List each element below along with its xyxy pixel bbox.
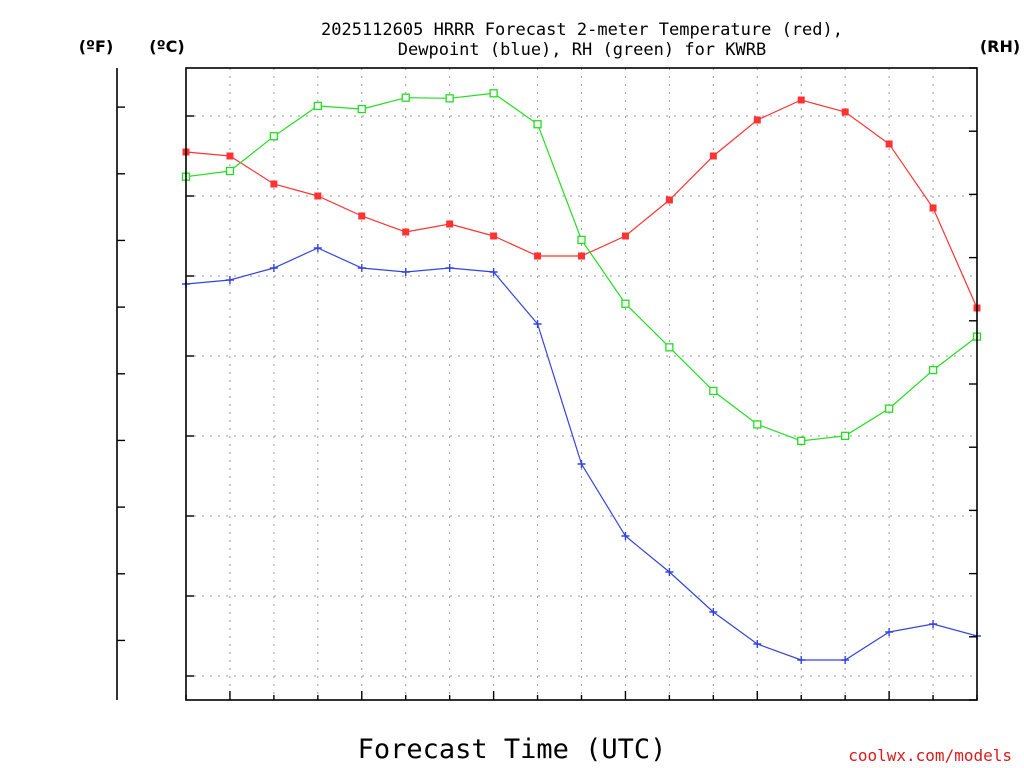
rh-point	[533, 120, 542, 129]
rh-point	[709, 386, 718, 396]
dewpoint-point	[533, 320, 542, 328]
rh-point	[269, 132, 279, 141]
dewpoint-point	[269, 264, 278, 272]
rh-point	[665, 343, 674, 352]
dewpoint-point	[841, 656, 850, 664]
rh-point	[884, 404, 894, 413]
temperature-point	[534, 252, 542, 260]
temperature-point	[753, 116, 761, 124]
credit-text: coolwx.com/models	[848, 746, 1012, 765]
rh-point	[621, 299, 630, 308]
temperature-point	[885, 140, 893, 148]
rh-point	[313, 101, 322, 111]
grid-lines	[186, 68, 977, 700]
series-layer	[181, 89, 982, 664]
dewpoint-point	[753, 640, 762, 648]
dewpoint-point	[313, 244, 322, 252]
temperature-point	[226, 152, 234, 160]
rh-point	[753, 420, 762, 429]
rh-point	[797, 436, 806, 446]
fahrenheit-unit-label: (ºF)	[79, 37, 114, 56]
rh-point	[928, 365, 938, 375]
dewpoint-point	[665, 568, 674, 576]
dewpoint-point	[489, 268, 498, 276]
temperature-point	[490, 232, 498, 240]
rh-point	[357, 104, 366, 114]
dewpoint-point	[225, 276, 234, 284]
temperature-point	[621, 232, 629, 240]
dewpoint-point	[929, 620, 938, 628]
temperature-point	[446, 220, 454, 228]
temperature-point	[841, 108, 849, 116]
temperature-point	[578, 252, 585, 260]
dewpoint-point	[797, 656, 806, 664]
temperature-point	[314, 192, 322, 200]
rh-point	[225, 166, 235, 176]
temperature-point	[929, 204, 937, 212]
dewpoint-point	[357, 264, 366, 272]
dewpoint-point	[577, 460, 586, 468]
temperature-point	[797, 96, 805, 104]
x-axis-title: Forecast Time (UTC)	[358, 734, 667, 765]
series-rh	[181, 89, 982, 446]
rh-point	[841, 431, 850, 440]
dewpoint-point	[885, 628, 894, 636]
dewpoint-point	[401, 268, 410, 276]
rh-unit-label: (RH)	[980, 37, 1020, 56]
temperature-point	[270, 180, 278, 188]
axes-layer	[116, 67, 978, 701]
dewpoint-point	[445, 264, 454, 272]
temperature-point	[709, 152, 717, 160]
dewpoint-point	[709, 608, 718, 616]
rh-point	[489, 89, 498, 98]
temperature-point	[402, 228, 410, 236]
temperature-point	[358, 212, 366, 220]
rh-point	[445, 94, 454, 103]
chart-title-line-1: 2025112605 HRRR Forecast 2-meter Tempera…	[321, 20, 843, 40]
rh-point	[577, 235, 586, 245]
dewpoint-point	[621, 532, 630, 540]
celsius-unit-label: (ºC)	[149, 37, 184, 56]
chart-title-line-2: Dewpoint (blue), RH (green) for KWRB	[398, 40, 766, 60]
rh-point	[401, 93, 410, 102]
temperature-point	[665, 196, 673, 204]
